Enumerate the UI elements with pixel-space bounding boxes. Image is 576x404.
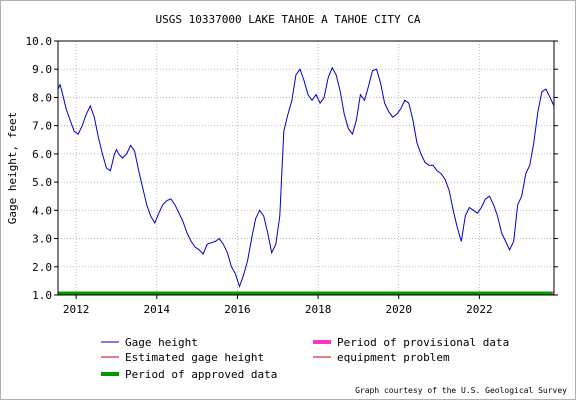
credit-text: Graph courtesy of the U.S. Geological Su… <box>355 386 567 395</box>
y-tick-label-8: 9.0 <box>32 63 52 76</box>
y-axis-label: Gage height, feet <box>6 112 19 225</box>
grid <box>58 41 554 295</box>
y-axis-ticks: 1.0 2.0 3.0 4.0 5.0 6.0 7.0 8.0 9.0 10.0 <box>26 35 558 302</box>
y-tick-label-2: 3.0 <box>32 233 52 246</box>
y-tick-label-1: 2.0 <box>32 261 52 274</box>
chart-title: USGS 10337000 LAKE TAHOE A TAHOE CITY CA <box>156 13 421 26</box>
x-tick-label-3: 2018 <box>305 303 332 316</box>
x-tick-label-5: 2022 <box>466 303 493 316</box>
legend-label-4: Period of approved data <box>125 368 277 381</box>
y-tick-label-4: 5.0 <box>32 176 52 189</box>
legend-label-0: Gage height <box>125 336 198 349</box>
x-tick-label-1: 2014 <box>144 303 171 316</box>
legend-label-2: Estimated gage height <box>125 351 264 364</box>
legend-label-1: Period of provisional data <box>337 336 509 349</box>
y-tick-label-5: 6.0 <box>32 148 52 161</box>
x-tick-label-4: 2020 <box>385 303 412 316</box>
series-layer <box>57 66 555 289</box>
legend: Gage height Period of provisional data Est… <box>101 336 509 381</box>
y-tick-label-0: 1.0 <box>32 289 52 302</box>
y-tick-label-7: 8.0 <box>32 91 52 104</box>
x-tick-label-2: 2016 <box>224 303 251 316</box>
legend-label-3: equipment problem <box>337 351 450 364</box>
y-tick-label-9: 10.0 <box>26 35 53 48</box>
series-line-gage-height <box>57 66 555 289</box>
x-tick-label-0: 2012 <box>63 303 90 316</box>
x-axis-ticks: 2012 2014 2016 2018 2020 2022 <box>63 295 493 316</box>
plot-area-border <box>57 40 555 296</box>
y-tick-label-3: 4.0 <box>32 204 52 217</box>
y-tick-label-6: 7.0 <box>32 120 52 133</box>
